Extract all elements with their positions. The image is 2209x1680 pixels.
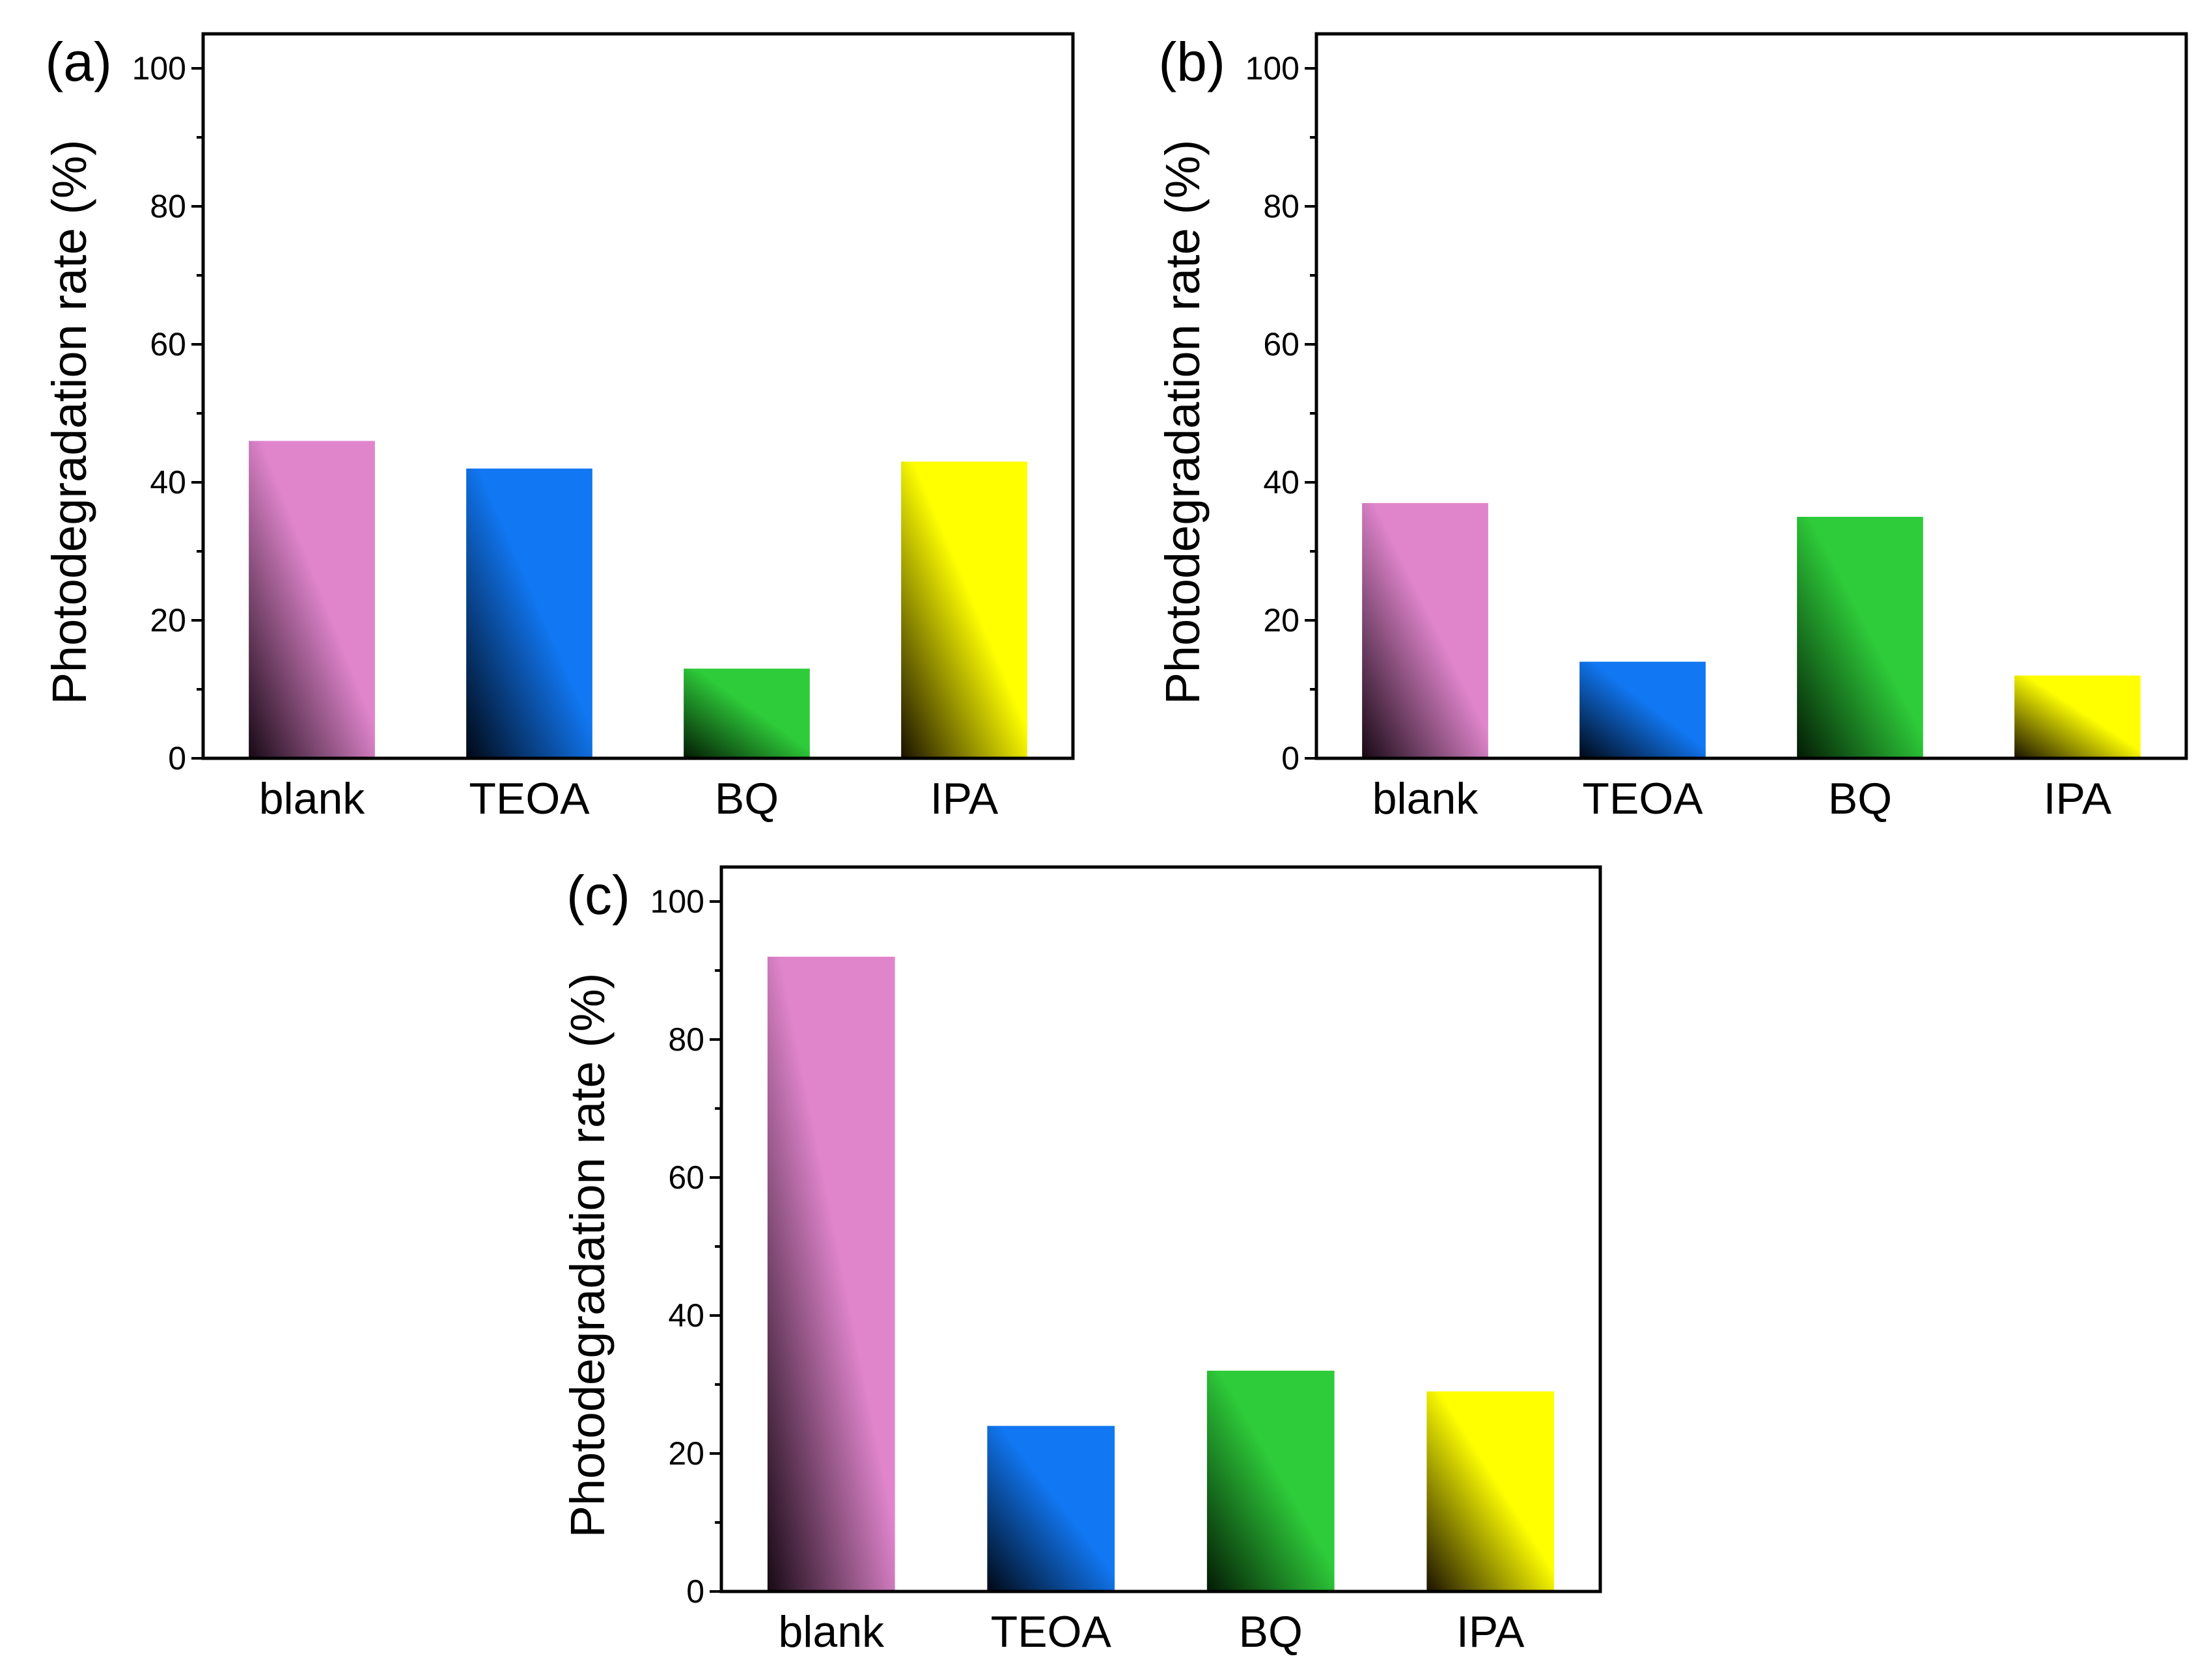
- y-tick-label: 0: [168, 740, 186, 777]
- x-tick-label: blank: [259, 774, 366, 823]
- panel-label: (c): [566, 864, 630, 926]
- bar-teoa: [987, 1425, 1115, 1591]
- y-tick-label: 80: [150, 188, 186, 225]
- y-tick-label: 60: [150, 326, 186, 363]
- y-tick-label: 0: [686, 1573, 704, 1610]
- y-tick-label: 20: [150, 602, 186, 639]
- y-tick-label: 80: [1263, 188, 1299, 225]
- x-tick-label: IPA: [1456, 1607, 1525, 1657]
- panel-label: (b): [1158, 31, 1225, 92]
- panel-label: (a): [45, 31, 112, 92]
- bar-bq: [1797, 517, 1923, 758]
- chart-panel: blank TEOA BQ IPA 0 20 40 60 80 100 Photodegradati…: [561, 864, 1602, 1657]
- y-tick-label: 40: [668, 1297, 704, 1334]
- y-tick-label: 80: [668, 1021, 704, 1058]
- y-tick-label: 40: [1263, 464, 1299, 501]
- bar-blank: [767, 956, 895, 1591]
- bar-ipa: [1426, 1391, 1555, 1591]
- y-tick-label: 60: [668, 1159, 704, 1196]
- y-axis-title: Photodegradation rate (%): [561, 973, 615, 1538]
- y-tick-label: 100: [132, 50, 186, 87]
- y-tick-label: 40: [150, 464, 186, 501]
- bar-teoa: [1579, 661, 1706, 758]
- x-tick-label: BQ: [1828, 774, 1892, 823]
- x-tick-label: TEOA: [991, 1607, 1112, 1657]
- y-axis-title: Photodegradation rate (%): [1156, 140, 1210, 705]
- bar-blank: [249, 441, 375, 758]
- y-tick-label: 100: [650, 883, 704, 920]
- x-tick-label: IPA: [2044, 774, 2112, 823]
- x-tick-label: blank: [1372, 774, 1479, 823]
- chart-panel: blank TEOA BQ IPA 0 20 40 60 80 100 Photodegradati…: [1156, 31, 2188, 823]
- bar-bq: [1206, 1370, 1335, 1591]
- bar-bq: [684, 668, 810, 758]
- x-tick-label: TEOA: [1582, 774, 1703, 823]
- plot-frame: [1314, 32, 2188, 760]
- plot-frame: [719, 865, 1602, 1593]
- y-tick-label: 20: [1263, 602, 1299, 639]
- x-tick-label: IPA: [930, 774, 999, 823]
- y-tick-label: 60: [1263, 326, 1299, 363]
- plot-frame: [201, 32, 1075, 760]
- bar-blank: [1362, 503, 1488, 758]
- bar-ipa: [2014, 675, 2141, 758]
- x-tick-label: TEOA: [469, 774, 590, 823]
- x-tick-label: BQ: [1239, 1607, 1303, 1657]
- x-tick-label: BQ: [715, 774, 779, 823]
- y-tick-label: 20: [668, 1435, 704, 1472]
- bar-teoa: [466, 468, 592, 758]
- chart-panel: blank TEOA BQ IPA 0 20 40 60 80 100 Photodegradati…: [42, 31, 1075, 823]
- x-tick-label: blank: [778, 1607, 885, 1657]
- y-axis-title: Photodegradation rate (%): [42, 140, 96, 705]
- y-tick-label: 0: [1281, 740, 1299, 777]
- bar-ipa: [901, 461, 1027, 758]
- y-tick-label: 100: [1245, 50, 1299, 87]
